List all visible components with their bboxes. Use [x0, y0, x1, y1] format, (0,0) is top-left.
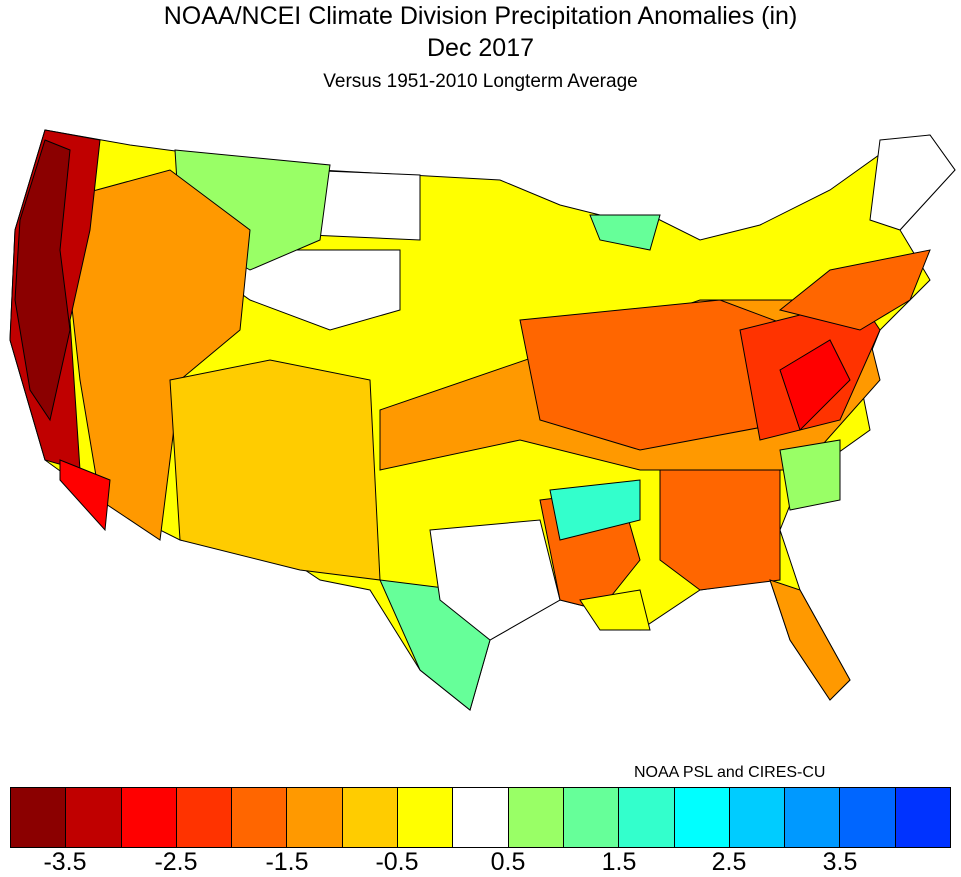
orange-region-georgia-alabama: [659, 469, 781, 591]
red-region-virginia: [779, 339, 851, 431]
colorbar-bin: [508, 788, 564, 847]
white-region-east-texas: [429, 519, 561, 641]
colorbar-tick-label: 3.5: [822, 848, 858, 876]
colorbar-bin: [232, 788, 288, 847]
yellow-region-louisiana-coast: [579, 589, 651, 631]
colorbar: [10, 787, 951, 848]
map-title: NOAA/NCEI Climate Division Precipitation…: [163, 2, 798, 30]
colorbar-tick-label: 2.5: [711, 848, 747, 876]
colorbar-bin: [729, 788, 786, 847]
colorbar-bin: [342, 788, 399, 847]
colorbar-bin: [563, 788, 620, 847]
map-subtitle: Versus 1951-2010 Longterm Average: [323, 71, 638, 92]
colorbar-bin: [11, 788, 67, 847]
colorbar-bin: [619, 788, 675, 847]
colorbar-tick-label: -3.5: [43, 848, 87, 876]
colorbar-bin: [453, 788, 509, 847]
colorbar-bin: [121, 788, 177, 847]
white-region-maine: [869, 134, 956, 231]
cyan-region-mississippi: [549, 479, 641, 541]
precipitation-anomaly-map: [9, 129, 956, 711]
credit-text: NOAA PSL and CIRES-CU: [634, 764, 826, 781]
map-period: Dec 2017: [426, 34, 535, 62]
colorbar-bin: [66, 788, 122, 847]
colorbar-tick-label: -1.5: [265, 848, 309, 876]
colorbar-bin: [840, 788, 896, 847]
dark-red-region-pacific-coast: [14, 139, 71, 422]
colorbar-tick-label: 1.5: [601, 848, 637, 876]
colorbar-tick-label: -2.5: [154, 848, 198, 876]
colorbar-tick-label: -0.5: [375, 848, 419, 876]
colorbar-bin: [398, 788, 454, 847]
colorbar-tick-label: 0.5: [490, 848, 526, 876]
orange-region-florida: [769, 579, 851, 701]
teal-region-upper-michigan: [589, 214, 661, 251]
colorbar-bin: [176, 788, 233, 847]
gold-region-southwest: [169, 359, 381, 581]
colorbar-bin: [895, 788, 951, 847]
colorbar-bin: [287, 788, 343, 847]
colorbar-bin: [785, 788, 841, 847]
orange-region-northeast: [778, 249, 931, 331]
red-region-southern-california: [59, 459, 111, 532]
colorbar-bin: [674, 788, 730, 847]
green-region-carolinas: [779, 439, 841, 511]
